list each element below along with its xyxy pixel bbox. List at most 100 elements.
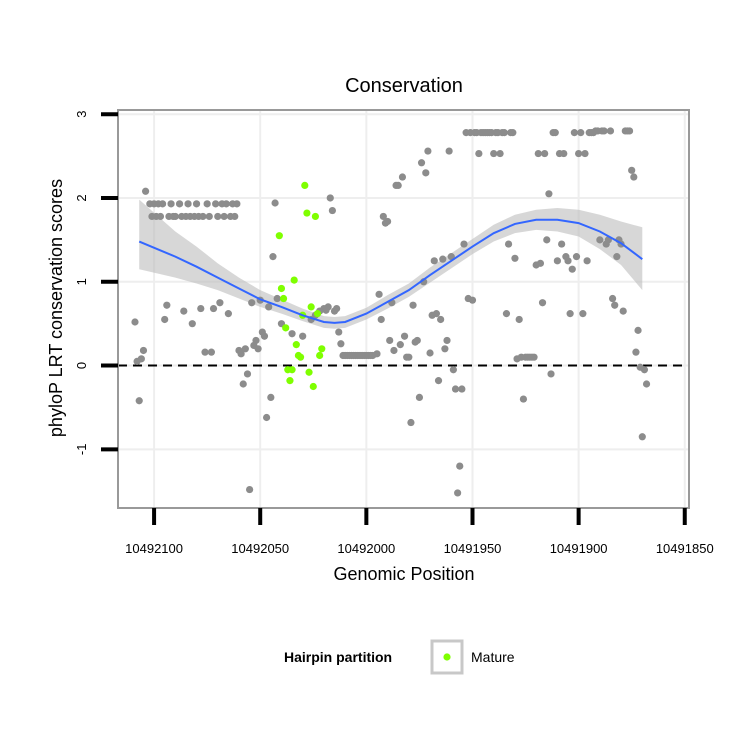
data-point-other xyxy=(267,393,275,401)
data-point-other xyxy=(241,345,249,353)
y-tick-label: 1 xyxy=(74,278,89,285)
data-point-mature xyxy=(282,324,290,332)
data-point-other xyxy=(630,173,638,181)
data-point-other xyxy=(577,129,585,137)
data-point-other xyxy=(328,206,336,215)
data-point-mature xyxy=(288,366,296,374)
data-point-other xyxy=(619,307,627,315)
data-point-other xyxy=(209,304,218,313)
data-point-other xyxy=(207,348,215,356)
data-point-other xyxy=(441,345,449,353)
data-point-mature xyxy=(296,353,305,361)
data-point-other xyxy=(394,181,402,190)
x-axis-title: Genomic Position xyxy=(333,564,474,584)
data-point-other xyxy=(545,190,553,198)
data-point-other xyxy=(203,200,211,208)
data-point-other xyxy=(606,127,615,135)
data-point-other xyxy=(405,353,413,361)
data-point-mature xyxy=(313,310,322,318)
data-point-other xyxy=(383,217,392,226)
y-tick-label: 0 xyxy=(74,362,89,369)
data-point-other xyxy=(443,336,451,345)
data-point-other xyxy=(220,212,228,221)
data-point-other xyxy=(413,336,421,345)
data-point-other xyxy=(137,355,145,363)
data-point-other xyxy=(551,129,559,137)
data-point-mature xyxy=(303,209,311,217)
data-point-other xyxy=(222,200,230,208)
data-point-other xyxy=(426,349,434,357)
data-point-other xyxy=(454,489,462,497)
data-point-other xyxy=(188,320,196,328)
data-point-other xyxy=(547,370,555,378)
plot-panel xyxy=(117,109,690,509)
data-point-other xyxy=(175,200,184,208)
data-point-other xyxy=(158,200,167,208)
data-point-other xyxy=(163,301,171,309)
data-point-other xyxy=(579,310,587,318)
data-point-other xyxy=(205,212,213,221)
data-point-other xyxy=(536,259,545,267)
data-point-other xyxy=(451,385,460,393)
data-point-other xyxy=(437,315,445,324)
data-point-other xyxy=(141,187,150,195)
data-point-other xyxy=(409,301,417,309)
data-point-other xyxy=(407,418,415,427)
data-point-mature xyxy=(275,232,283,240)
data-point-mature xyxy=(309,382,317,391)
data-point-mature xyxy=(305,368,313,376)
data-point-other xyxy=(600,127,608,135)
smooth-line xyxy=(138,218,643,324)
data-point-other xyxy=(192,200,201,208)
data-point-other xyxy=(553,257,561,265)
data-point-mature xyxy=(318,345,326,353)
data-point-other xyxy=(396,341,404,349)
data-point-other xyxy=(417,159,426,167)
data-point-other xyxy=(490,149,498,158)
data-points xyxy=(131,127,651,497)
data-point-other xyxy=(390,346,398,355)
x-tick-label: 10491950 xyxy=(444,541,502,556)
data-point-other xyxy=(638,433,646,441)
data-point-other xyxy=(566,310,574,318)
data-point-mature xyxy=(292,341,300,349)
data-point-other xyxy=(335,328,343,336)
data-point-other xyxy=(511,254,519,262)
data-point-other xyxy=(373,350,381,358)
data-point-other xyxy=(538,299,547,307)
data-point-other xyxy=(460,240,468,248)
data-point-other xyxy=(139,346,148,355)
data-point-other xyxy=(248,299,256,307)
data-point-other xyxy=(243,370,252,378)
data-point-other xyxy=(575,149,583,158)
data-point-other xyxy=(212,200,220,208)
data-point-other xyxy=(632,348,640,356)
data-point-other xyxy=(184,200,192,208)
series-mature xyxy=(275,181,326,391)
data-point-other xyxy=(434,377,443,385)
chart-title: Conservation xyxy=(345,75,463,97)
data-point-other xyxy=(161,315,169,324)
data-point-mature xyxy=(316,351,324,360)
x-tick-label: 10492100 xyxy=(125,541,183,556)
data-point-other xyxy=(496,149,504,158)
data-point-other xyxy=(167,200,175,208)
data-point-other xyxy=(625,127,634,135)
data-point-mature xyxy=(301,181,309,190)
data-point-other xyxy=(415,393,424,401)
data-point-other xyxy=(541,149,549,158)
data-point-other xyxy=(613,253,621,261)
series-other xyxy=(131,127,651,497)
data-point-other xyxy=(400,332,409,340)
data-point-other xyxy=(375,290,383,298)
data-point-other xyxy=(260,332,269,340)
data-point-other xyxy=(273,294,281,303)
data-point-other xyxy=(570,129,578,137)
data-point-other xyxy=(568,265,576,273)
data-point-other xyxy=(640,366,649,374)
data-point-mature xyxy=(277,284,286,293)
data-point-other xyxy=(560,149,568,158)
data-point-other xyxy=(324,303,332,311)
y-axis: -1 0 1 2 3 xyxy=(74,111,118,455)
data-point-other xyxy=(156,212,165,221)
